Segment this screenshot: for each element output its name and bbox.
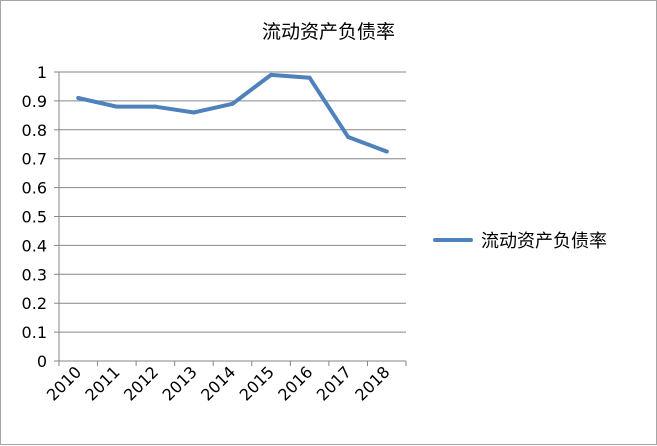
data-point-2018 [384, 149, 389, 154]
data-point-2016 [307, 75, 312, 80]
x-tick-label-2010: 2010 [43, 362, 85, 404]
x-tick-label-2013: 2013 [159, 362, 201, 404]
y-tick-label-7: 0.7 [22, 150, 47, 169]
x-tick-label-2012: 2012 [120, 362, 162, 404]
data-point-2011 [114, 104, 119, 109]
chart-title: 流动资产负债率 [261, 21, 395, 43]
x-tick-label-2011: 2011 [81, 362, 123, 404]
data-point-2010 [76, 96, 81, 101]
x-tick-label-2017: 2017 [313, 362, 355, 404]
data-point-2015 [269, 72, 274, 77]
data-point-2014 [230, 101, 235, 106]
series-line-0 [76, 72, 389, 154]
y-tick-label-10: 1 [37, 63, 47, 82]
y-tick-label-5: 0.5 [22, 208, 47, 227]
data-point-2013 [191, 110, 196, 115]
data-point-2012 [153, 104, 158, 109]
y-tick-label-8: 0.8 [22, 121, 47, 140]
legend: 流动资产负债率 [433, 227, 607, 253]
y-tick-label-6: 0.6 [22, 179, 47, 198]
y-tick-label-2: 0.2 [22, 294, 47, 313]
legend-swatch [433, 238, 473, 242]
x-tick-label-2016: 2016 [274, 362, 316, 404]
data-point-2017 [346, 135, 351, 140]
x-tick-label-2018: 2018 [351, 362, 393, 404]
y-tick-label-1: 0.1 [22, 323, 47, 342]
x-tick-label-2015: 2015 [236, 362, 278, 404]
legend-label: 流动资产负债率 [481, 231, 607, 252]
y-tick-label-4: 0.4 [22, 236, 47, 255]
y-tick-label-9: 0.9 [22, 92, 47, 111]
x-tick-label-2014: 2014 [197, 362, 239, 404]
y-tick-label-0: 0 [37, 352, 47, 371]
y-tick-label-3: 0.3 [22, 265, 47, 284]
